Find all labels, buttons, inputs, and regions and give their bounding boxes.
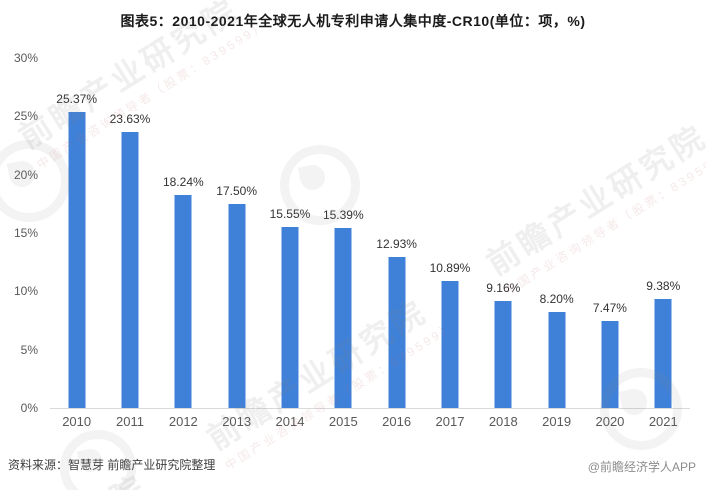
y-tick-label: 10% <box>13 284 38 299</box>
x-axis-label: 2013 <box>222 414 252 429</box>
bar-value-label: 7.47% <box>592 300 627 315</box>
x-axis-label: 2020 <box>595 414 625 429</box>
watermark-main-text: 前瞻产业研究院 <box>0 420 221 490</box>
source-note: 资料来源：智慧芽 前瞻产业研究院整理 <box>8 458 216 472</box>
x-axis-label: 2010 <box>62 414 92 429</box>
x-axis-label: 2019 <box>542 414 572 429</box>
x-axis-label: 2014 <box>275 414 305 429</box>
bar[interactable] <box>228 203 246 408</box>
bar-column: 8.20% <box>530 58 583 408</box>
x-axis-label: 2016 <box>382 414 412 429</box>
bars-row: 25.37% 23.63% 18.24% 17.50% 15.55% 15.39% 12.9… <box>50 58 690 408</box>
x-axis-label: 2012 <box>168 414 198 429</box>
credit-note: @前瞻经济学人APP <box>587 460 696 474</box>
bar-column: 7.47% <box>583 58 636 408</box>
bar[interactable] <box>174 195 192 408</box>
chart-title: 图表5：2010-2021年全球无人机专利申请人集中度-CR10(单位：项，%) <box>120 13 586 29</box>
bar-column: 10.89% <box>423 58 476 408</box>
x-axis-label: 2017 <box>435 414 465 429</box>
bar-value-label: 12.93% <box>376 237 417 252</box>
bar[interactable] <box>548 312 566 408</box>
bar-column: 23.63% <box>103 58 156 408</box>
y-tick-label: 5% <box>20 342 38 357</box>
x-axis-label: 2015 <box>328 414 358 429</box>
y-tick-label: 30% <box>13 51 38 65</box>
bar-value-label: 15.55% <box>269 206 311 221</box>
bar-value-label: 17.50% <box>216 183 257 198</box>
bar-column: 18.24% <box>157 58 210 408</box>
x-axis-label: 2018 <box>488 414 518 429</box>
bar-value-label: 18.24% <box>162 175 204 190</box>
bar[interactable] <box>388 257 406 408</box>
bar-column: 15.55% <box>263 58 316 408</box>
bar-column: 9.38% <box>637 58 690 408</box>
x-axis: 2010 2011 2012 2013 2014 2015 2016 2017 2018 2019… <box>50 414 690 429</box>
bar-value-label: 23.63% <box>109 112 151 127</box>
x-axis-label: 2011 <box>116 414 144 429</box>
bar[interactable] <box>654 298 672 408</box>
bar-value-label: 9.38% <box>646 278 681 293</box>
bar-value-label: 9.16% <box>486 281 521 296</box>
bar[interactable] <box>601 320 619 408</box>
bar-column: 9.16% <box>477 58 530 408</box>
bar[interactable] <box>494 301 512 408</box>
y-tick-label: 15% <box>13 226 38 240</box>
y-axis: 30% 25% 20% 15% 10% 5% 0% <box>0 51 42 415</box>
bar[interactable] <box>441 280 459 408</box>
bar-column: 25.37% <box>50 58 103 408</box>
bar-value-label: 25.37% <box>56 92 98 107</box>
bar[interactable] <box>68 112 86 408</box>
y-tick-label: 0% <box>20 401 38 415</box>
bar-value-label: 10.89% <box>429 260 471 275</box>
bar[interactable] <box>281 226 299 408</box>
bar-column: 15.39% <box>317 58 370 408</box>
y-tick-label: 20% <box>13 167 38 182</box>
watermark-sub-text: 中国产业咨询领导者（股票：839599） <box>689 410 706 490</box>
bar[interactable] <box>121 132 139 408</box>
bar-value-label: 8.20% <box>539 292 574 307</box>
bar-column: 17.50% <box>210 58 263 408</box>
bar-value-label: 15.39% <box>322 208 364 223</box>
plot-area: 25.37% 23.63% 18.24% 17.50% 15.55% 15.39% 12.9… <box>50 58 690 409</box>
y-tick-label: 25% <box>13 109 38 124</box>
bar-column: 12.93% <box>370 58 423 408</box>
x-axis-label: 2021 <box>648 414 678 429</box>
bar[interactable] <box>334 228 352 408</box>
